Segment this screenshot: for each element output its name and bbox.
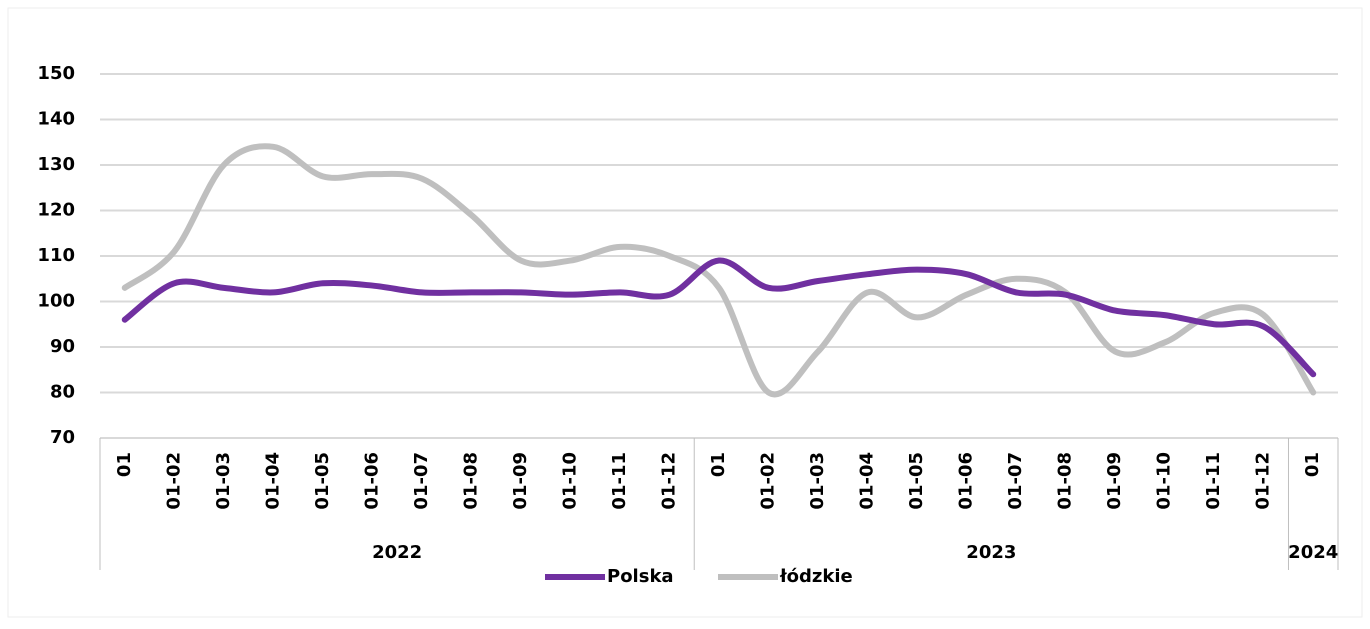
y-tick-label: 80 xyxy=(50,382,75,403)
x-tick-label: 01-04 xyxy=(857,452,878,510)
x-tick-label: 01 xyxy=(114,452,135,477)
x-tick-label: 01-06 xyxy=(361,452,382,510)
x-tick-label: 01-08 xyxy=(460,452,481,510)
y-tick-label: 140 xyxy=(37,109,75,130)
y-tick-label: 150 xyxy=(37,63,75,84)
x-tick-label: 01-03 xyxy=(213,452,234,510)
x-tick-label: 01-12 xyxy=(1253,452,1274,510)
legend-label: łódzkie xyxy=(779,566,853,587)
x-tick-label: 01-06 xyxy=(956,452,977,510)
x-tick-label: 01-08 xyxy=(1055,452,1076,510)
x-tick-label: 01-09 xyxy=(1104,452,1125,510)
group-label: 2022 xyxy=(372,542,422,563)
y-tick-label: 130 xyxy=(37,154,75,175)
x-tick-label: 01-12 xyxy=(658,452,679,510)
y-tick-label: 70 xyxy=(50,427,75,448)
x-tick-label: 01-07 xyxy=(411,452,432,510)
x-tick-label: 01-02 xyxy=(163,452,184,510)
series-line xyxy=(121,143,1317,398)
x-tick-label: 01 xyxy=(708,452,729,477)
series-line xyxy=(121,257,1317,378)
legend-label: Polska xyxy=(607,566,674,587)
x-tick-label: 01-11 xyxy=(609,452,630,510)
x-tick-label: 01-10 xyxy=(1154,452,1175,510)
y-tick-label: 120 xyxy=(37,200,75,221)
x-tick-label: 01-05 xyxy=(312,452,333,510)
y-tick-label: 100 xyxy=(37,291,75,312)
x-tick-label: 01-11 xyxy=(1203,452,1224,510)
x-tick-label: 01-09 xyxy=(510,452,531,510)
x-tick-label: 01 xyxy=(1302,452,1323,477)
x-tick-label: 01-10 xyxy=(559,452,580,510)
y-tick-label: 110 xyxy=(37,245,75,266)
group-label: 2023 xyxy=(966,542,1016,563)
x-tick-label: 01-05 xyxy=(906,452,927,510)
x-tick-label: 01-02 xyxy=(758,452,779,510)
x-tick-label: 01-04 xyxy=(262,452,283,510)
group-label: 2024 xyxy=(1288,542,1338,563)
x-tick-label: 01-03 xyxy=(807,452,828,510)
y-tick-label: 90 xyxy=(50,336,75,357)
x-tick-label: 01-07 xyxy=(1005,452,1026,510)
